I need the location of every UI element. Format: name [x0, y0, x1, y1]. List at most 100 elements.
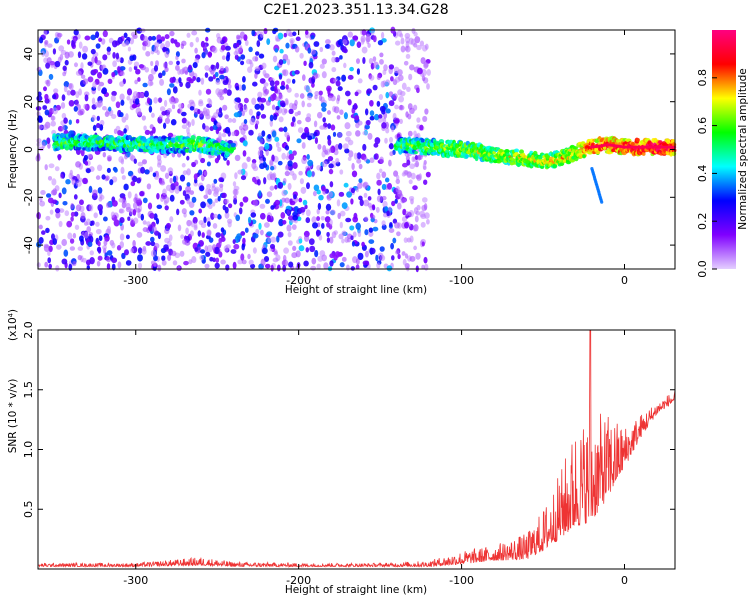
spectrogram-cell	[67, 232, 73, 240]
spectrogram-cell	[139, 190, 145, 197]
spectrogram-cell	[384, 79, 391, 86]
spectrogram-cell	[407, 130, 413, 137]
spectrogram-cell	[421, 75, 426, 82]
spectrogram-cell	[189, 41, 194, 48]
y-tick-label: 0	[22, 146, 35, 153]
spectrogram-cell	[281, 189, 288, 197]
spectrogram-cell	[270, 94, 276, 102]
spectrogram-cell	[123, 183, 129, 191]
spectrogram-cell	[97, 246, 102, 254]
spectrogram-cell	[274, 80, 280, 86]
spectrogram-cell	[164, 205, 169, 211]
spectrogram-cell	[378, 168, 383, 174]
spectrogram-cell	[397, 202, 402, 210]
spectrogram-cell	[61, 238, 68, 247]
spectrogram-cell	[301, 157, 307, 165]
spectrogram-cell	[163, 200, 168, 206]
spectrogram-cell	[227, 84, 232, 89]
spectrogram-cell	[188, 201, 195, 208]
spectrogram-cell	[314, 249, 319, 258]
spectrogram-cell	[426, 68, 431, 76]
spectrogram-cell	[327, 155, 334, 162]
spectrogram-cell	[64, 210, 70, 217]
spectrogram-cell	[355, 258, 360, 265]
spectrogram-cell	[47, 257, 52, 264]
spectrogram-cell	[259, 103, 265, 111]
spectrogram-cell	[107, 78, 113, 84]
spectrogram-cell	[137, 77, 141, 82]
spectrogram-cell	[329, 181, 334, 188]
spectrogram-cell	[111, 90, 117, 97]
spectrogram-cell	[215, 257, 220, 263]
spectrogram-cell	[416, 117, 421, 123]
spectrogram-cell	[88, 232, 94, 237]
spectrogram-cell	[273, 251, 279, 256]
spectrogram-cell	[47, 43, 53, 48]
spectrogram-cell	[75, 180, 82, 187]
spectrogram-cell	[186, 168, 191, 176]
spectrogram-cell	[160, 165, 167, 172]
spectrogram-cell	[122, 202, 128, 208]
spectrogram-cell	[240, 60, 245, 66]
spectrogram-cell	[277, 93, 284, 100]
spectrogram-cell	[408, 210, 415, 218]
spectrogram-cell	[296, 138, 302, 144]
spectrogram-cell	[230, 249, 237, 254]
spectrogram-cell	[326, 237, 331, 243]
spectrogram-cell	[63, 81, 70, 88]
spectrogram-cell	[354, 91, 359, 97]
spectrogram-cell	[219, 95, 225, 101]
spectrogram-cell	[347, 99, 352, 106]
spectrogram-cell	[186, 32, 191, 38]
spectrogram-cell	[181, 58, 186, 64]
spectrogram-cell	[47, 250, 51, 257]
spectrogram-cell	[188, 78, 194, 84]
spectrogram-cell	[100, 64, 105, 70]
spectrogram-cell	[175, 41, 181, 48]
spectrogram-cell	[241, 259, 247, 265]
spectrogram-cell	[95, 43, 101, 49]
spectrogram-cell	[39, 196, 43, 203]
spectrogram-cell	[95, 31, 100, 39]
spectrogram-cell	[335, 80, 341, 87]
spectrogram-cell	[171, 104, 176, 110]
spectrogram-cell	[318, 90, 323, 96]
spectrogram-cell	[366, 88, 372, 94]
spectrogram-cell	[233, 112, 240, 118]
spectrogram-cell	[50, 120, 56, 127]
spectrogram-cell	[212, 213, 219, 219]
spectrogram-cell	[226, 159, 230, 166]
spectrogram-cell	[360, 37, 365, 45]
spectrogram-cell	[98, 81, 105, 87]
spectrogram-cell	[349, 225, 355, 231]
spectrogram-cell	[362, 130, 368, 136]
spectrogram-cell	[235, 86, 240, 91]
spectrogram-cell	[289, 102, 294, 109]
spectrogram-cell	[338, 191, 345, 197]
spectrogram-cell	[388, 143, 394, 150]
spectrogram-cell	[240, 175, 247, 181]
spectrogram-cell	[313, 41, 320, 47]
spectrogram-cell	[362, 181, 369, 189]
spectrogram-cell	[137, 247, 143, 254]
spectrogram-cell	[371, 204, 376, 210]
spectrogram-cell	[169, 177, 173, 184]
spectrogram-cell	[77, 110, 84, 116]
spectrogram-cell	[191, 30, 198, 36]
spectrogram-cell	[376, 195, 383, 203]
spectrogram-cell	[147, 73, 154, 82]
spectrogram-cell	[79, 235, 84, 242]
spectrogram-cell	[200, 40, 205, 48]
spectrogram-cell	[307, 159, 314, 167]
spectrogram-cell	[98, 100, 104, 107]
spectrogram-cell	[291, 252, 298, 259]
spectrogram-cell	[91, 56, 95, 64]
spectrogram-cell	[367, 202, 372, 208]
spectrogram-cell	[277, 160, 283, 166]
spectrogram-cell	[397, 253, 401, 260]
spectrogram-cell	[413, 104, 418, 111]
spectrogram-cell	[269, 119, 274, 127]
spectrogram-cell	[78, 41, 83, 49]
spectrogram-cell	[181, 67, 185, 75]
spectrogram-cell	[342, 39, 348, 45]
